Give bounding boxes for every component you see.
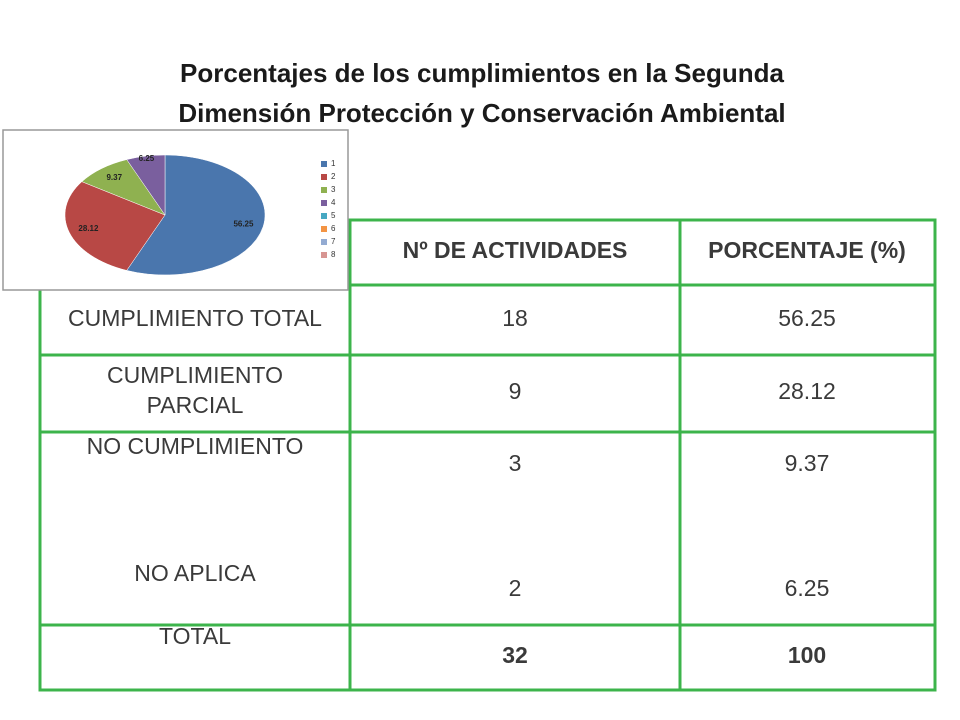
data-label: 6.25 (139, 154, 155, 163)
legend-label: 3 (331, 185, 336, 194)
row-label: CUMPLIMIENTO PARCIAL (107, 362, 283, 418)
legend-swatch (321, 200, 327, 206)
cell-value: 6.25 (785, 575, 830, 601)
title-line: Dimensión Protección y Conservación Ambi… (178, 98, 785, 128)
pie-chart: 56.25 28.12 9.37 6.25 1 2 3 4 5 6 7 8 (64, 154, 336, 276)
data-label: 28.12 (78, 224, 99, 233)
data-label: 9.37 (106, 173, 122, 182)
row-label: CUMPLIMIENTO TOTAL (68, 305, 322, 331)
row-label: NO APLICA (134, 560, 256, 586)
row-label: NO CUMPLIMIENTO (87, 433, 304, 459)
legend-label: 8 (331, 250, 336, 259)
pie-slice (64, 181, 166, 271)
legend-swatch (321, 187, 327, 193)
data-label: 56.25 (233, 219, 254, 228)
legend-label: 1 (331, 159, 336, 168)
table-border (38, 218, 937, 692)
cell-value: 18 (502, 305, 528, 331)
cell-value: 9 (509, 378, 522, 404)
pie-slice (126, 154, 266, 276)
legend-label: 7 (331, 237, 336, 246)
legend-swatch (321, 252, 327, 258)
legend-swatch (321, 226, 327, 232)
legend-swatch (321, 239, 327, 245)
legend-label: 5 (331, 211, 336, 220)
title-line: Porcentajes de los cumplimientos en la S… (180, 58, 784, 88)
pie-slice (126, 154, 166, 216)
legend-swatch (321, 174, 327, 180)
cell-value: 100 (788, 642, 826, 668)
legend-label: 4 (331, 198, 336, 207)
legend-label: 6 (331, 224, 336, 233)
legend-swatch (321, 213, 327, 219)
cell-value: 56.25 (778, 305, 836, 331)
legend-label: 2 (331, 172, 336, 181)
cell-value: 28.12 (778, 378, 836, 404)
cell-value: 3 (509, 450, 522, 476)
header-cell: PORCENTAJE (%) (708, 237, 906, 263)
row-label: TOTAL (159, 623, 231, 649)
table: Nº DE ACTIVIDADES PORCENTAJE (%) CUMPLIMIE… (38, 218, 937, 692)
cell-value: 9.37 (785, 450, 830, 476)
cell-value: 32 (502, 642, 528, 668)
cell-value: 2 (509, 575, 522, 601)
header-cell: Nº DE ACTIVIDADES (403, 237, 628, 263)
legend-swatch (321, 161, 327, 167)
